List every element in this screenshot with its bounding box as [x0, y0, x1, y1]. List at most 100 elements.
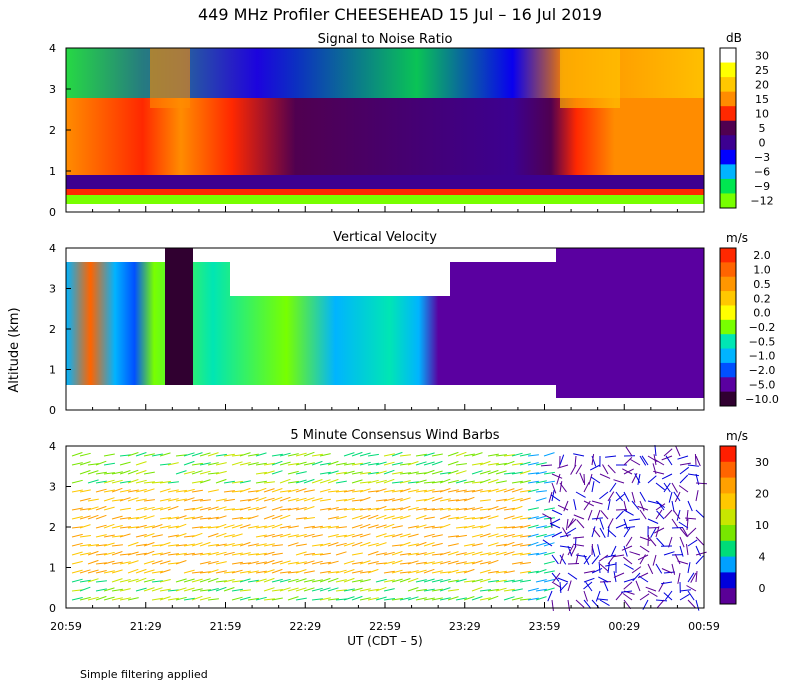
- wind-barb: [511, 588, 523, 592]
- colorbar-swatch: [720, 334, 736, 350]
- wind-barb: [550, 494, 561, 502]
- wind-barb: [671, 527, 684, 529]
- wind-barb: [487, 506, 499, 511]
- wind-barb: [271, 488, 283, 493]
- wind-barb: [343, 470, 355, 475]
- wind-barb: [431, 480, 443, 484]
- wind-barb: [631, 472, 638, 484]
- colorbar-tick-label: −0.5: [749, 335, 776, 348]
- wind-barb: [199, 552, 211, 556]
- wind-barb: [231, 454, 243, 457]
- wind-barb: [391, 451, 403, 457]
- wind-barb: [335, 551, 347, 556]
- wind-barb: [650, 527, 657, 538]
- wind-barb: [431, 542, 443, 547]
- wind-barb: [455, 470, 467, 475]
- wind-barb: [623, 527, 631, 538]
- wind-barb: [677, 572, 681, 584]
- wind-barb: [151, 552, 163, 556]
- wind-barb: [271, 560, 283, 565]
- wind-barb: [399, 472, 411, 475]
- wind-barb: [287, 470, 299, 475]
- wind-barb: [503, 472, 515, 475]
- wind-barb: [543, 524, 555, 529]
- wind-barb: [447, 479, 459, 484]
- wind-barb: [167, 544, 179, 547]
- wind-barb: [175, 587, 187, 592]
- wind-barb: [183, 578, 195, 583]
- wind-barb: [271, 578, 283, 583]
- wind-barb: [359, 570, 371, 574]
- colorbar-tick-label: 20: [755, 487, 769, 500]
- wind-barb: [159, 517, 171, 520]
- wind-barb: [135, 498, 147, 502]
- wind-barb: [487, 488, 499, 493]
- colorbar-swatch: [720, 262, 736, 278]
- wind-barb: [615, 491, 623, 502]
- wind-barb: [588, 473, 593, 485]
- wind-barb: [351, 524, 363, 529]
- wind-barb: [279, 578, 291, 583]
- wind-barb: [143, 560, 155, 565]
- wind-barb: [271, 514, 283, 520]
- wind-barb: [407, 471, 419, 475]
- wind-barb: [215, 498, 227, 502]
- wind-barb: [503, 507, 515, 511]
- colorbar-swatch: [720, 477, 736, 494]
- wind-barb: [79, 461, 91, 466]
- wind-barb: [95, 588, 107, 592]
- wind-barb: [479, 597, 491, 601]
- wind-barb: [111, 471, 123, 475]
- wind-barb: [71, 569, 83, 574]
- wind-barb: [263, 559, 275, 565]
- wind-barb: [583, 473, 586, 486]
- wind-barb: [143, 453, 155, 457]
- wind-barb: [589, 464, 601, 471]
- wind-barb: [375, 514, 387, 520]
- wind-barb: [511, 480, 523, 484]
- wind-barb: [239, 562, 251, 565]
- wind-barb: [463, 496, 475, 502]
- wind-barb: [71, 489, 83, 493]
- wind-barb: [391, 544, 403, 547]
- wind-barb: [191, 498, 203, 502]
- wind-barb: [415, 472, 427, 475]
- wind-barb: [535, 525, 547, 529]
- wind-barb: [135, 470, 147, 475]
- wind-barb: [207, 598, 219, 601]
- wind-barb: [255, 543, 267, 547]
- wind-barb: [167, 489, 179, 493]
- wind-barb: [95, 580, 107, 583]
- wind-barb: [647, 590, 658, 598]
- wind-barb: [231, 588, 243, 592]
- wind-barb: [263, 481, 275, 484]
- wind-barb: [694, 453, 697, 466]
- wind-barb: [399, 505, 411, 511]
- wind-barb: [175, 596, 187, 601]
- wind-barb: [311, 598, 323, 601]
- colorbar-swatch: [720, 362, 736, 378]
- wind-barb: [407, 461, 419, 466]
- wind-barb: [687, 539, 698, 547]
- wind-barb: [407, 533, 419, 538]
- wind-barb: [511, 488, 523, 493]
- wind-barb: [447, 543, 459, 547]
- colorbar-swatch: [720, 377, 736, 393]
- wind-barb: [695, 599, 700, 611]
- colorbar-swatch: [720, 305, 736, 321]
- wind-barb: [303, 451, 315, 457]
- colorbar-swatch: [720, 348, 736, 364]
- wind-barb: [287, 488, 299, 493]
- wind-barb: [175, 533, 187, 538]
- wind-barb: [423, 461, 435, 466]
- wind-barb: [159, 463, 171, 466]
- wind-barb: [319, 561, 331, 565]
- y-tick-label: 4: [49, 42, 56, 55]
- wind-barb: [247, 579, 259, 583]
- wind-barb: [661, 568, 673, 574]
- wind-barb: [695, 490, 699, 502]
- wind-barb: [583, 481, 590, 493]
- wind-barb: [695, 509, 705, 518]
- wind-barb: [487, 542, 499, 547]
- wind-barb: [335, 462, 347, 466]
